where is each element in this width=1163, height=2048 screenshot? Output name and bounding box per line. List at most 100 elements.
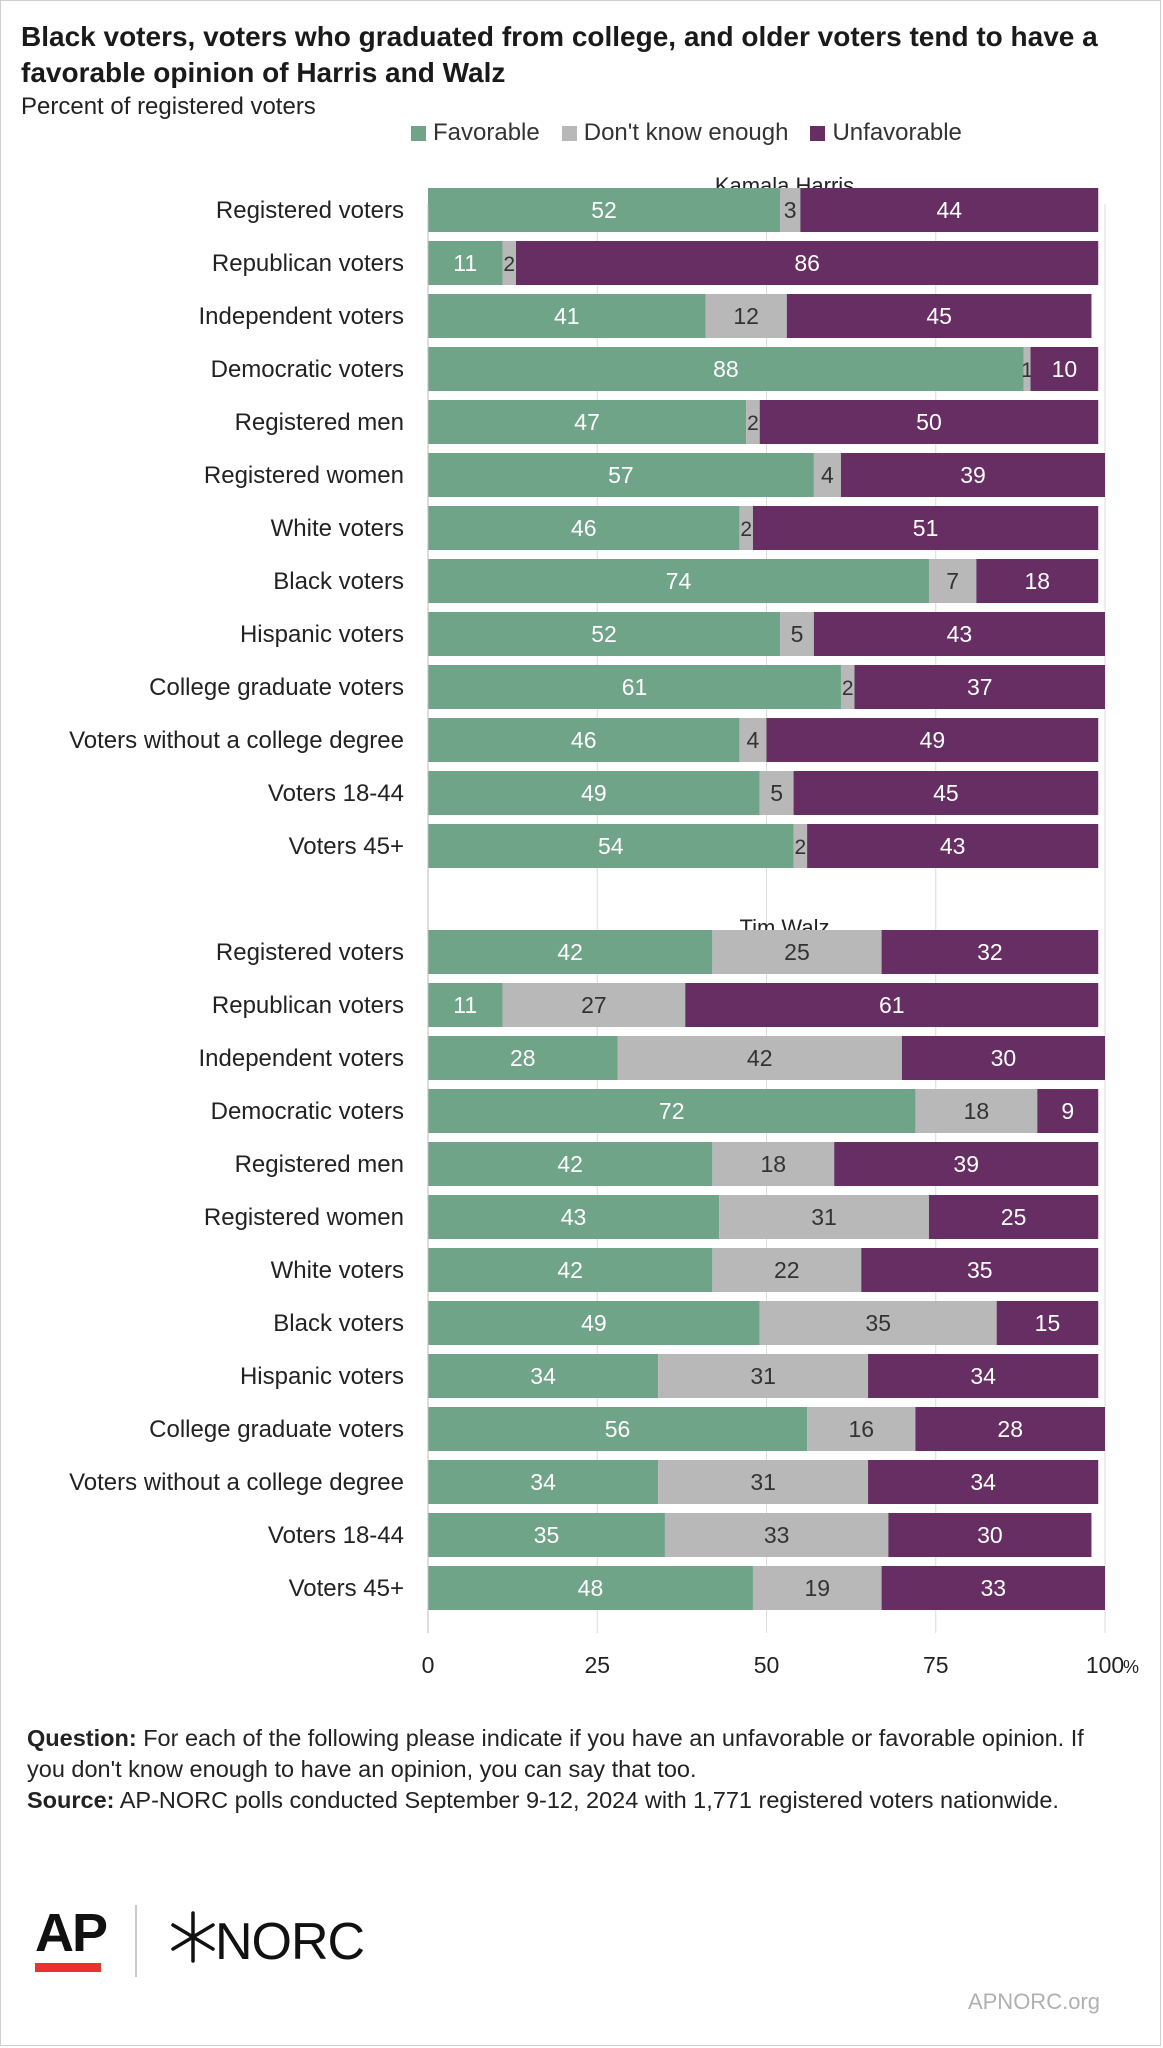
bar-value-label: 18 <box>964 1098 990 1124</box>
bar-segment <box>759 1301 997 1345</box>
bar-value-label: 27 <box>581 992 607 1018</box>
bar-segment <box>901 1036 1105 1080</box>
bar-value-label: 33 <box>764 1522 790 1548</box>
row-label: Independent voters <box>199 303 405 330</box>
bar-value-label: 44 <box>936 197 962 223</box>
bar-segment <box>428 665 841 709</box>
row-label: Black voters <box>273 568 404 595</box>
row-label: Hispanic voters <box>240 1363 404 1390</box>
row-label: Voters 45+ <box>289 833 404 860</box>
row-label: Registered voters <box>216 197 404 224</box>
bar-value-label: 56 <box>605 1416 631 1442</box>
bar-segment <box>502 241 517 285</box>
bar-segment <box>428 1089 916 1133</box>
bar-segment <box>516 241 1099 285</box>
bar-segment <box>813 612 1105 656</box>
bar-segment <box>868 1460 1099 1504</box>
bar-value-label: 16 <box>848 1416 874 1442</box>
bar-segment <box>617 1036 902 1080</box>
bar-value-label: 18 <box>760 1151 786 1177</box>
row-label: Registered women <box>204 1204 404 1231</box>
bar-value-label: 52 <box>591 621 617 647</box>
bar-segment <box>428 930 713 974</box>
bar-value-label: 35 <box>865 1310 891 1336</box>
legend-swatch-unfavorable <box>810 125 826 141</box>
bar-value-label: 51 <box>913 515 939 541</box>
row-label: College graduate voters <box>149 674 404 701</box>
row-label: White voters <box>271 515 404 542</box>
bar-segment <box>428 559 929 603</box>
site-url: APNORC.org <box>967 1989 1100 2014</box>
bar-value-label: 43 <box>940 833 966 859</box>
ap-logo-underline <box>35 1963 101 1972</box>
legend-item-unfavorable: Unfavorable <box>810 119 962 147</box>
bar-segment <box>928 1195 1099 1239</box>
bar-segment <box>428 294 706 338</box>
bar-value-label: 11 <box>453 250 477 276</box>
bar-value-label: 32 <box>977 939 1003 965</box>
bar-value-label: 31 <box>750 1469 776 1495</box>
bar-value-label: 42 <box>557 1257 583 1283</box>
legend-item-favorable: Favorable <box>411 119 540 147</box>
bar-segment <box>1037 1089 1099 1133</box>
bar-value-label: 86 <box>794 250 820 276</box>
bar-value-label: 2 <box>503 253 515 276</box>
legend-item-dont-know: Don't know enough <box>561 119 789 147</box>
bar-value-label: 54 <box>598 833 624 859</box>
bar-segment <box>712 1248 862 1292</box>
bar-segment <box>786 294 1092 338</box>
bar-segment <box>807 1407 916 1451</box>
row-label: Voters 18-44 <box>268 1522 404 1549</box>
bar-segment <box>428 718 740 762</box>
bar-value-label: 42 <box>557 1151 583 1177</box>
bar-value-label: 12 <box>733 303 759 329</box>
bar-segment <box>807 824 1099 868</box>
x-tick-label: 25 <box>584 1652 610 1678</box>
x-tick-label: 100 <box>1086 1652 1124 1678</box>
bar-value-label: 48 <box>578 1575 604 1601</box>
bar-value-label: 28 <box>997 1416 1023 1442</box>
bar-segment <box>502 983 686 1027</box>
bar-value-label: 28 <box>510 1045 536 1071</box>
bar-segment <box>759 771 794 815</box>
bar-segment <box>759 400 1099 444</box>
bar-value-label: 15 <box>1035 1310 1061 1336</box>
row-label: Independent voters <box>199 1045 405 1072</box>
bar-segment <box>705 294 787 338</box>
chart-notes: Question: For each of the following plea… <box>27 1723 1127 1816</box>
bar-value-label: 2 <box>747 412 759 435</box>
bar-segment <box>881 1566 1105 1610</box>
bar-segment <box>752 1566 882 1610</box>
bar-segment <box>428 1354 659 1398</box>
bar-value-label: 72 <box>659 1098 685 1124</box>
bar-segment <box>685 983 1099 1027</box>
bar-segment <box>752 506 1099 550</box>
legend-swatch-dont-know <box>561 125 577 141</box>
bar-value-label: 34 <box>530 1469 556 1495</box>
bar-value-label: 52 <box>591 197 617 223</box>
bar-value-label: 41 <box>554 303 580 329</box>
legend-label-favorable: Favorable <box>433 119 540 146</box>
question-note: Question: For each of the following plea… <box>27 1723 1127 1785</box>
bar-segment <box>428 1142 713 1186</box>
bar-segment <box>766 718 1099 762</box>
bar-value-label: 57 <box>608 462 634 488</box>
row-label: Republican voters <box>212 992 404 1019</box>
bar-segment <box>1023 347 1031 391</box>
bar-segment <box>780 188 801 232</box>
bar-value-label: 9 <box>1061 1098 1074 1124</box>
legend-label-dont-know: Don't know enough <box>583 119 789 146</box>
bar-value-label: 61 <box>622 674 648 700</box>
bar-value-label: 10 <box>1052 356 1078 382</box>
row-label: Democratic voters <box>211 1098 404 1125</box>
bar-value-label: 88 <box>713 356 739 382</box>
bar-segment <box>928 559 977 603</box>
x-unit-label: % <box>1123 1657 1139 1677</box>
bar-segment <box>834 1142 1099 1186</box>
bar-segment <box>996 1301 1099 1345</box>
bar-segment <box>428 188 781 232</box>
bar-segment <box>888 1513 1092 1557</box>
bar-value-label: 5 <box>770 780 783 806</box>
bar-value-label: 46 <box>571 727 597 753</box>
